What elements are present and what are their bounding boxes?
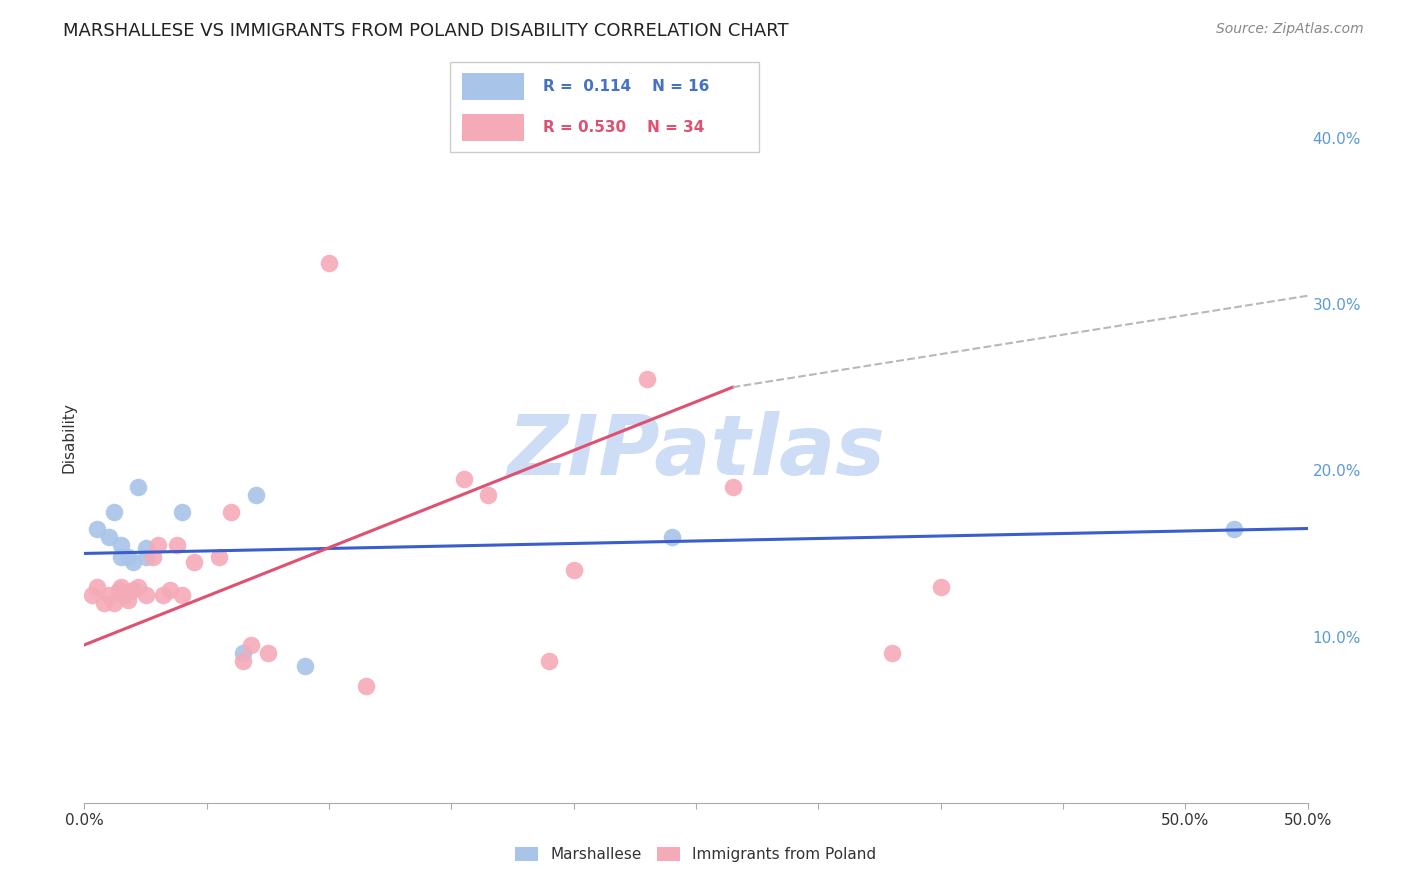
- Point: [880, 646, 903, 660]
- Point: [159, 582, 181, 597]
- Point: [135, 588, 157, 602]
- Text: Source: ZipAtlas.com: Source: ZipAtlas.com: [1216, 22, 1364, 37]
- Point: [232, 655, 254, 669]
- Point: [110, 538, 132, 552]
- FancyBboxPatch shape: [463, 73, 524, 100]
- Point: [721, 480, 744, 494]
- Text: R =  0.114    N = 16: R = 0.114 N = 16: [543, 79, 709, 94]
- Point: [172, 505, 194, 519]
- Point: [245, 488, 267, 502]
- Point: [127, 580, 149, 594]
- Point: [219, 505, 242, 519]
- Point: [122, 582, 145, 597]
- Text: ZIPatlas: ZIPatlas: [508, 411, 884, 492]
- FancyBboxPatch shape: [463, 114, 524, 141]
- Point: [661, 530, 683, 544]
- Point: [97, 588, 120, 602]
- Point: [135, 549, 157, 564]
- Point: [318, 255, 340, 269]
- Point: [122, 555, 145, 569]
- Point: [117, 549, 139, 564]
- Point: [257, 646, 280, 660]
- Text: MARSHALLESE VS IMMIGRANTS FROM POLAND DISABILITY CORRELATION CHART: MARSHALLESE VS IMMIGRANTS FROM POLAND DI…: [63, 22, 789, 40]
- Point: [110, 580, 132, 594]
- Point: [172, 588, 194, 602]
- Point: [110, 549, 132, 564]
- Point: [112, 588, 135, 602]
- Point: [135, 541, 157, 556]
- Point: [183, 555, 205, 569]
- Point: [142, 549, 165, 564]
- Point: [453, 472, 475, 486]
- Point: [636, 372, 658, 386]
- Point: [232, 646, 254, 660]
- Y-axis label: Disability: Disability: [60, 401, 76, 473]
- Point: [103, 596, 125, 610]
- Point: [103, 505, 125, 519]
- Point: [127, 480, 149, 494]
- Point: [562, 563, 585, 577]
- Point: [93, 596, 115, 610]
- Point: [107, 582, 129, 597]
- Point: [86, 521, 108, 535]
- Point: [146, 538, 169, 552]
- Text: R = 0.530    N = 34: R = 0.530 N = 34: [543, 120, 704, 135]
- Point: [86, 580, 108, 594]
- Point: [477, 488, 499, 502]
- Point: [354, 680, 377, 694]
- Point: [166, 538, 188, 552]
- Point: [929, 580, 952, 594]
- Point: [294, 659, 316, 673]
- Point: [239, 638, 262, 652]
- Point: [97, 530, 120, 544]
- Point: [80, 588, 103, 602]
- FancyBboxPatch shape: [450, 62, 759, 152]
- Point: [1223, 521, 1246, 535]
- Point: [538, 655, 561, 669]
- Point: [117, 593, 139, 607]
- Point: [208, 549, 231, 564]
- Legend: Marshallese, Immigrants from Poland: Marshallese, Immigrants from Poland: [509, 841, 883, 868]
- Point: [152, 588, 174, 602]
